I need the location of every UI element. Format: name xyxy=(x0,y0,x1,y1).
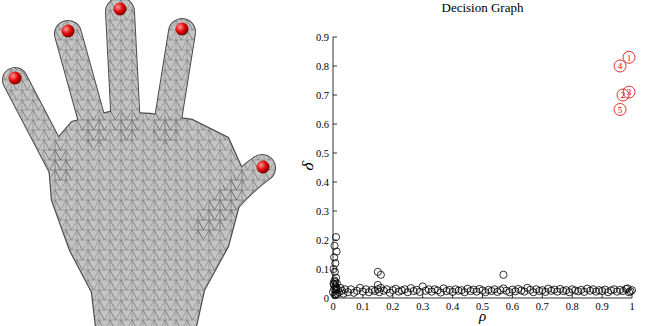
y-tick xyxy=(333,95,337,96)
axes: 0 0.1 0.2 0.3 0.4 0.5 0.6 0.7 0.8 0.9 1 0 0.1 0.2 0.3 0… xyxy=(316,32,635,313)
y-tick xyxy=(333,37,337,38)
y-tick-label: 0.9 xyxy=(316,32,329,43)
data-point xyxy=(624,285,631,292)
x-tick-label: 0.8 xyxy=(566,301,579,312)
series xyxy=(329,234,635,299)
x-tick-label: 0.9 xyxy=(596,301,609,312)
y-tick xyxy=(333,211,337,212)
finger xyxy=(15,80,62,170)
series xyxy=(614,51,635,115)
x-tick-label: 1 xyxy=(629,301,634,312)
y-tick-label: 0.3 xyxy=(316,206,329,217)
finger xyxy=(120,12,126,128)
data-point xyxy=(376,289,383,296)
y-tick xyxy=(333,66,337,67)
x-tick-label: 0.7 xyxy=(536,301,549,312)
point-label: 2 xyxy=(621,90,626,100)
point-label: 3 xyxy=(627,87,632,97)
data-point xyxy=(340,290,347,297)
fingertip-sphere xyxy=(257,161,270,174)
y-tick-label: 0.8 xyxy=(316,61,329,72)
data-point xyxy=(333,280,340,287)
data-point xyxy=(374,268,381,275)
point-label: 1 xyxy=(627,53,632,63)
hand-model xyxy=(9,3,270,326)
point-label: 5 xyxy=(618,105,623,115)
y-tick xyxy=(333,153,337,154)
data-point xyxy=(331,268,338,275)
finger xyxy=(120,12,126,128)
plot-area xyxy=(329,51,635,298)
data-point xyxy=(374,281,381,288)
point-label: 4 xyxy=(618,61,623,71)
y-tick-label: 0.4 xyxy=(316,177,330,188)
fingertip-sphere xyxy=(114,3,127,16)
finger xyxy=(68,34,96,135)
x-tick-label: 0.2 xyxy=(386,301,399,312)
x-tick xyxy=(452,294,453,298)
finger xyxy=(166,32,182,132)
x-tick xyxy=(362,294,363,298)
y-axis-label: δ xyxy=(297,159,318,173)
finger xyxy=(206,168,262,226)
figure: Decision Graph00.10.20.30.40.50.60.70.80… xyxy=(0,0,650,326)
fingertip-sphere xyxy=(9,72,22,85)
data-point xyxy=(627,288,634,295)
data-point xyxy=(331,254,338,261)
finger xyxy=(15,80,62,170)
cluster-center xyxy=(614,60,626,72)
y-tick xyxy=(333,182,337,183)
data-point xyxy=(500,271,507,278)
finger xyxy=(166,32,182,132)
finger xyxy=(15,80,62,170)
y-tick-label: 0.7 xyxy=(316,90,329,101)
fingertip-sphere xyxy=(62,25,75,38)
y-tick-label: 0 xyxy=(324,293,329,304)
y-tick-label: 0.6 xyxy=(316,119,329,130)
y-tick xyxy=(333,124,337,125)
finger xyxy=(166,32,182,132)
x-axis-label: ρ xyxy=(478,308,486,324)
cluster-center xyxy=(614,104,626,116)
y-axis-line xyxy=(333,37,334,298)
y-tick-label: 0.1 xyxy=(316,264,329,275)
cluster-center xyxy=(623,51,635,63)
finger xyxy=(68,34,96,135)
x-tick-label: 0.4 xyxy=(446,301,460,312)
data-point xyxy=(331,278,338,285)
data-point xyxy=(377,271,384,278)
fingertip-sphere xyxy=(176,23,189,36)
y-tick-label: 0.2 xyxy=(316,235,329,246)
x-tick-label: 0.6 xyxy=(506,301,519,312)
x-tick-label: 0 xyxy=(330,301,335,312)
x-tick-label: 0.3 xyxy=(416,301,429,312)
canvas: Decision Graph00.10.20.30.40.50.60.70.80… xyxy=(0,0,650,326)
x-tick-label: 0.1 xyxy=(356,301,369,312)
y-tick-label: 0.5 xyxy=(316,148,329,159)
finger xyxy=(120,12,126,128)
point-labels: 41 32 5 xyxy=(618,53,632,115)
finger xyxy=(68,34,96,135)
data-point xyxy=(332,234,339,241)
chart-title: Decision Graph xyxy=(442,0,524,15)
